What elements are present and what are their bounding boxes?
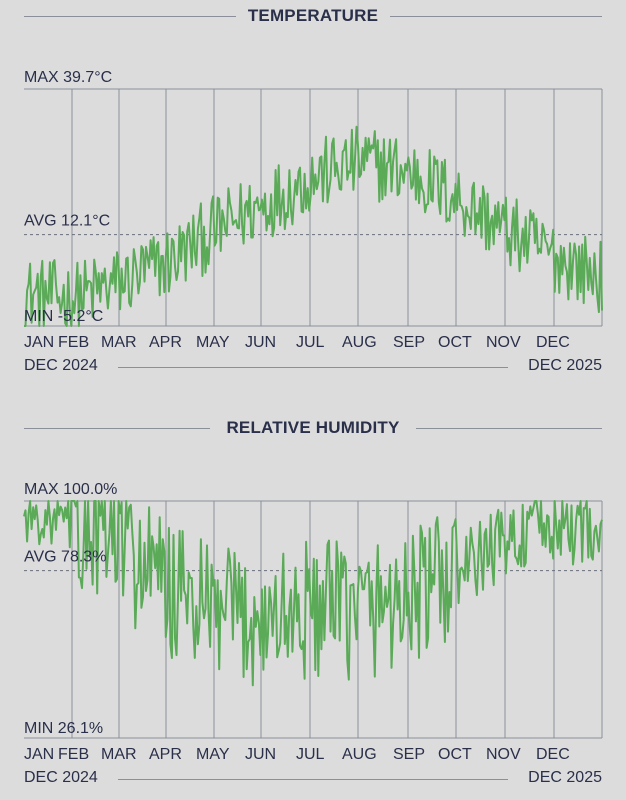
range-end: DEC 2025 <box>528 357 602 374</box>
humidity-date-range: DEC 2024 DEC 2025 <box>0 769 626 789</box>
month-tick-label: APR <box>149 334 182 351</box>
month-tick-label: JUN <box>245 334 276 351</box>
title-rule-right <box>416 428 602 429</box>
month-tick-label: FEB <box>58 746 89 763</box>
avg-label: AVG 78.3% <box>24 549 106 566</box>
range-line <box>118 779 508 780</box>
range-end: DEC 2025 <box>528 769 602 786</box>
title-rule-left <box>24 428 210 429</box>
month-tick-label: MAR <box>101 746 137 763</box>
min-label: MIN 26.1% <box>24 720 103 737</box>
data-series-line <box>24 125 603 327</box>
month-tick-label: SEP <box>393 746 425 763</box>
range-start: DEC 2024 <box>24 357 98 374</box>
temperature-title: TEMPERATURE <box>239 6 387 25</box>
month-tick-label: MAY <box>196 334 230 351</box>
month-tick-label: FEB <box>58 334 89 351</box>
month-tick-label: JUN <box>245 746 276 763</box>
title-rule-right <box>390 16 602 17</box>
month-tick-label: JUL <box>296 746 325 763</box>
max-label: MAX 100.0% <box>24 481 117 498</box>
temperature-chart: MAX 39.7°C AVG 12.1°C MIN -5.2°C JAN FEB MAR A… <box>24 69 603 351</box>
month-tick-label: MAY <box>196 746 230 763</box>
title-rule-left <box>24 16 236 17</box>
data-series-line <box>23 500 603 687</box>
temperature-date-range: DEC 2024 DEC 2025 <box>0 357 626 377</box>
min-label: MIN -5.2°C <box>24 308 103 325</box>
month-tick-label: DEC <box>536 334 570 351</box>
month-tick-label: APR <box>149 746 182 763</box>
month-tick-label: AUG <box>342 334 377 351</box>
month-tick-label: SEP <box>393 334 425 351</box>
humidity-title: RELATIVE HUMIDITY <box>218 418 408 437</box>
max-label: MAX 39.7°C <box>24 69 112 86</box>
humidity-section-title: RELATIVE HUMIDITY <box>0 416 626 440</box>
temperature-section-title: TEMPERATURE <box>0 4 626 28</box>
month-tick-label: MAR <box>101 334 137 351</box>
month-tick-label: OCT <box>438 334 472 351</box>
month-tick-label: DEC <box>536 746 570 763</box>
range-start: DEC 2024 <box>24 769 98 786</box>
month-tick-label: OCT <box>438 746 472 763</box>
avg-label: AVG 12.1°C <box>24 213 110 230</box>
month-tick-label: NOV <box>486 334 521 351</box>
month-tick-label: NOV <box>486 746 521 763</box>
humidity-chart: MAX 100.0% AVG 78.3% MIN 26.1% JAN FEB MAR APR… <box>23 481 603 763</box>
month-tick-label: JAN <box>24 334 54 351</box>
range-line <box>118 367 508 368</box>
month-tick-label: AUG <box>342 746 377 763</box>
month-tick-label: JUL <box>296 334 325 351</box>
month-tick-label: JAN <box>24 746 54 763</box>
